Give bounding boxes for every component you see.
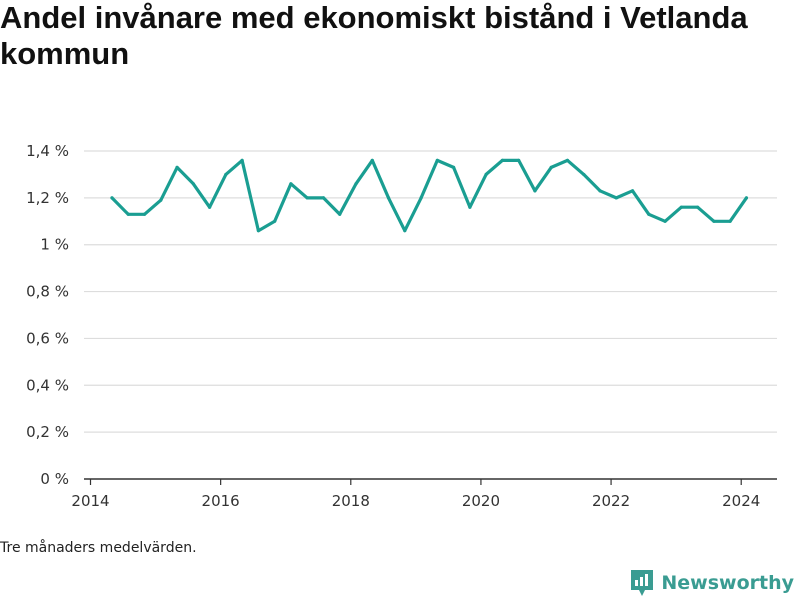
data-point xyxy=(484,172,488,177)
series-group xyxy=(110,158,749,233)
y-tick-label: 1,2 % xyxy=(26,189,69,207)
data-point xyxy=(175,165,179,169)
data-point xyxy=(565,158,570,162)
y-tick-label: 1 % xyxy=(40,236,69,254)
data-point xyxy=(712,219,716,223)
data-point xyxy=(240,158,244,162)
x-tick-label: 2016 xyxy=(202,492,240,510)
data-point xyxy=(142,212,147,216)
footnote: Tre månaders medelvärden. xyxy=(0,540,197,556)
data-point xyxy=(207,205,212,209)
data-point xyxy=(159,198,163,202)
data-point xyxy=(500,158,505,162)
data-point xyxy=(403,229,407,233)
data-point xyxy=(517,158,521,162)
data-point xyxy=(452,165,456,169)
data-point xyxy=(468,205,472,209)
data-point xyxy=(598,189,602,193)
data-point xyxy=(354,182,358,186)
y-tick-label: 0,8 % xyxy=(26,283,69,301)
data-point xyxy=(582,172,586,177)
data-point xyxy=(419,196,423,200)
data-point xyxy=(321,196,326,200)
data-point xyxy=(663,219,667,223)
data-point xyxy=(679,205,683,209)
data-point xyxy=(549,165,553,169)
gridlines xyxy=(84,150,777,480)
data-point xyxy=(289,182,293,186)
y-tick-label: 1,4 % xyxy=(26,142,69,160)
x-tick-label: 2024 xyxy=(722,492,760,510)
data-point xyxy=(110,196,114,200)
data-point xyxy=(191,182,195,186)
brand-name: Newsworthy xyxy=(661,572,794,594)
data-point xyxy=(533,189,537,193)
chart-title: Andel invånare med ekonomiskt bistånd i … xyxy=(0,0,748,71)
y-tick-label: 0 % xyxy=(40,470,69,488)
data-point xyxy=(224,172,228,177)
data-point xyxy=(305,196,309,200)
x-tick-label: 2022 xyxy=(592,492,630,510)
data-point xyxy=(338,212,342,216)
data-point xyxy=(386,196,391,200)
y-tick-label: 0,2 % xyxy=(26,423,69,441)
data-point xyxy=(647,212,651,216)
data-point xyxy=(370,158,374,162)
y-axis-labels: 0 % 0,2 % 0,4 % 0,6 % 0,8 % 1 % 1,2 % 1,4 % xyxy=(26,142,69,488)
data-point xyxy=(630,189,635,193)
data-point xyxy=(696,205,700,209)
y-tick-label: 0,6 % xyxy=(26,329,69,347)
x-tick-label: 2020 xyxy=(462,492,500,510)
series-line xyxy=(110,158,749,233)
x-tick-label: 2014 xyxy=(71,492,109,510)
data-point xyxy=(614,196,618,200)
brand-logo: Newsworthy xyxy=(629,568,794,598)
x-tick-label: 2018 xyxy=(332,492,370,510)
x-axis: 2014 2016 2018 2020 2022 2024 xyxy=(71,479,760,510)
data-point xyxy=(435,158,439,162)
newsworthy-logo-icon xyxy=(631,570,654,596)
data-point xyxy=(256,229,260,233)
data-point xyxy=(728,219,732,223)
data-point xyxy=(126,212,130,216)
y-tick-label: 0,4 % xyxy=(26,376,69,394)
data-point xyxy=(744,196,749,200)
data-point xyxy=(273,219,277,223)
